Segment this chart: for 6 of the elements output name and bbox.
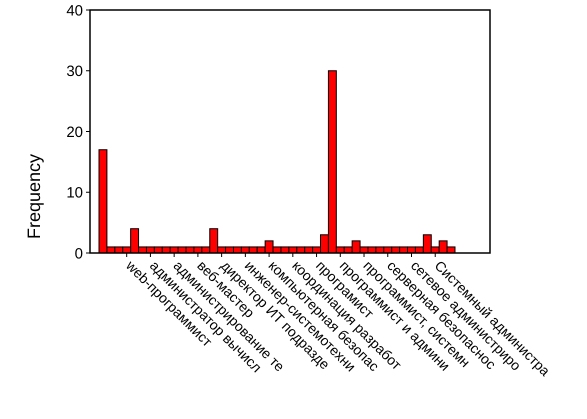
y-axis-title: Frequency xyxy=(24,154,44,240)
y-tick-label: 40 xyxy=(66,2,83,20)
y-tick-label: 0 xyxy=(74,245,83,262)
y-tick-label: 20 xyxy=(66,124,83,141)
y-tick-label: 10 xyxy=(66,184,83,202)
y-tick-label: 30 xyxy=(66,63,83,80)
